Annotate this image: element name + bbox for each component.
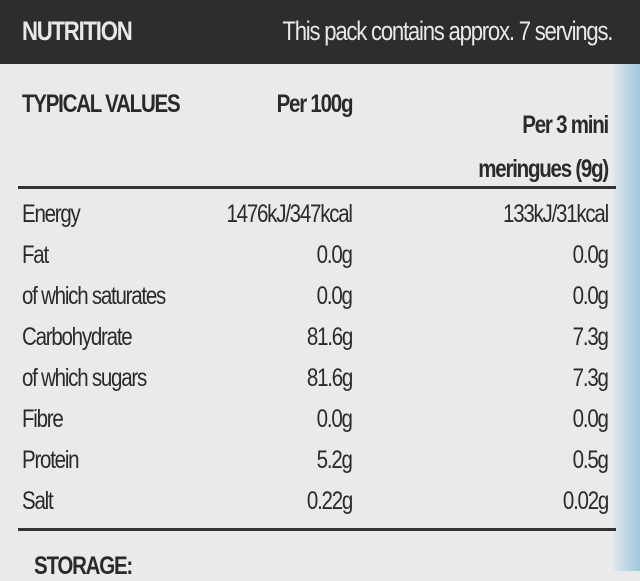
row-label: Protein xyxy=(22,446,80,474)
cell-value: 1476kJ/347kcal xyxy=(226,200,353,228)
row-label: Fibre xyxy=(22,405,64,433)
header-title: NUTRITION xyxy=(22,16,133,46)
cell-value: 81.6g xyxy=(306,364,353,392)
column-header: TYPICAL VALUES xyxy=(22,90,181,118)
cell-value: 133kJ/31kcal xyxy=(503,200,609,228)
cell-value: 0.22g xyxy=(306,487,353,515)
cell-value: 0.0g xyxy=(317,405,353,433)
cell-value: 0.5g xyxy=(573,446,609,474)
cell-value: 0.0g xyxy=(573,282,609,310)
row-label: Fat xyxy=(22,241,49,269)
cell-value: 81.6g xyxy=(306,323,353,351)
background-edge xyxy=(614,60,640,571)
cell-value: 0.0g xyxy=(317,241,353,269)
column-header: Per 3 mini meringues (9g) xyxy=(478,111,609,183)
rule xyxy=(18,186,616,189)
row-label: Energy xyxy=(22,200,81,228)
cell-value: 5.2g xyxy=(317,446,353,474)
row-label: Carbohydrate xyxy=(22,323,133,351)
column-header: Per 100g xyxy=(276,90,353,118)
header-note: This pack contains approx. 7 servings. xyxy=(282,16,613,46)
cell-value: 0.0g xyxy=(573,241,609,269)
footer-label: STORAGE: xyxy=(34,552,133,580)
cell-value: 0.0g xyxy=(573,405,609,433)
row-label: of which sugars xyxy=(22,364,147,392)
cell-value: 0.02g xyxy=(562,487,609,515)
header-band xyxy=(0,0,640,64)
cell-value: 7.3g xyxy=(573,364,609,392)
cell-value: 0.0g xyxy=(317,282,353,310)
rule xyxy=(18,528,616,531)
row-label: of which saturates xyxy=(22,282,166,310)
row-label: Salt xyxy=(22,487,54,515)
cell-value: 7.3g xyxy=(573,323,609,351)
